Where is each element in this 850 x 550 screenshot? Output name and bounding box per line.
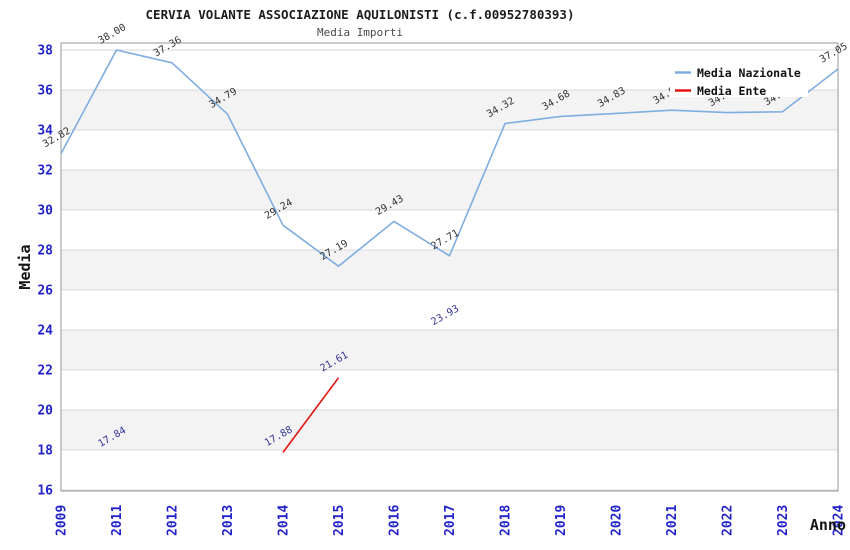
y-tick-label: 16	[37, 484, 53, 499]
x-tick-label: 2015	[332, 505, 347, 536]
x-tick-label: 2016	[388, 505, 403, 536]
y-tick-label: 28	[37, 244, 53, 259]
y-tick-label: 34	[37, 124, 53, 139]
legend: Media Nazionale Media Ente	[670, 57, 808, 98]
y-axis-title: Media	[16, 244, 34, 289]
band	[61, 330, 838, 370]
x-tick-label: 2014	[277, 505, 292, 536]
legend-label-media-ente: Media Ente	[697, 84, 766, 98]
y-tick-label: 38	[37, 44, 53, 59]
band	[61, 410, 838, 450]
point-label: 23.93	[430, 303, 462, 328]
chart-title: CERVIA VOLANTE ASSOCIAZIONE AQUILONISTI …	[145, 7, 575, 22]
y-tick-label: 30	[37, 204, 53, 219]
legend-label-media-nazionale: Media Nazionale	[697, 66, 801, 80]
x-tick-label: 2022	[721, 505, 736, 536]
y-tick-label: 36	[37, 84, 53, 99]
x-tick-label: 2017	[443, 505, 458, 536]
y-tick-label: 20	[37, 404, 53, 419]
series-line-media-ente	[282, 377, 340, 453]
x-axis-title: Anno	[810, 516, 846, 534]
x-tick-label: 2023	[776, 505, 791, 536]
plot-border	[60, 42, 839, 492]
band	[61, 170, 838, 210]
x-tick-label: 2013	[221, 505, 236, 536]
point-label: 37.36	[152, 35, 184, 60]
legend-box	[670, 57, 808, 97]
y-tick-label: 32	[37, 164, 53, 179]
y-tick-label: 24	[37, 324, 53, 339]
y-tick-label: 18	[37, 444, 53, 459]
x-tick-label: 2009	[55, 505, 70, 536]
x-tick-label: 2021	[665, 505, 680, 536]
y-tick-label: 22	[37, 364, 53, 379]
point-label: 37.05	[818, 41, 850, 66]
series-line-media-nazionale	[60, 49, 839, 268]
x-tick-label: 2020	[610, 505, 625, 536]
chart-subtitle: Media Importi	[316, 26, 404, 39]
y-tick-label: 26	[37, 284, 53, 299]
x-tick-label: 2018	[499, 505, 514, 536]
band	[61, 250, 838, 290]
x-tick-label: 2019	[554, 505, 569, 536]
x-tick-label: 2011	[110, 505, 125, 536]
x-tick-label: 2024	[832, 505, 847, 536]
x-tick-label: 2012	[166, 505, 181, 536]
